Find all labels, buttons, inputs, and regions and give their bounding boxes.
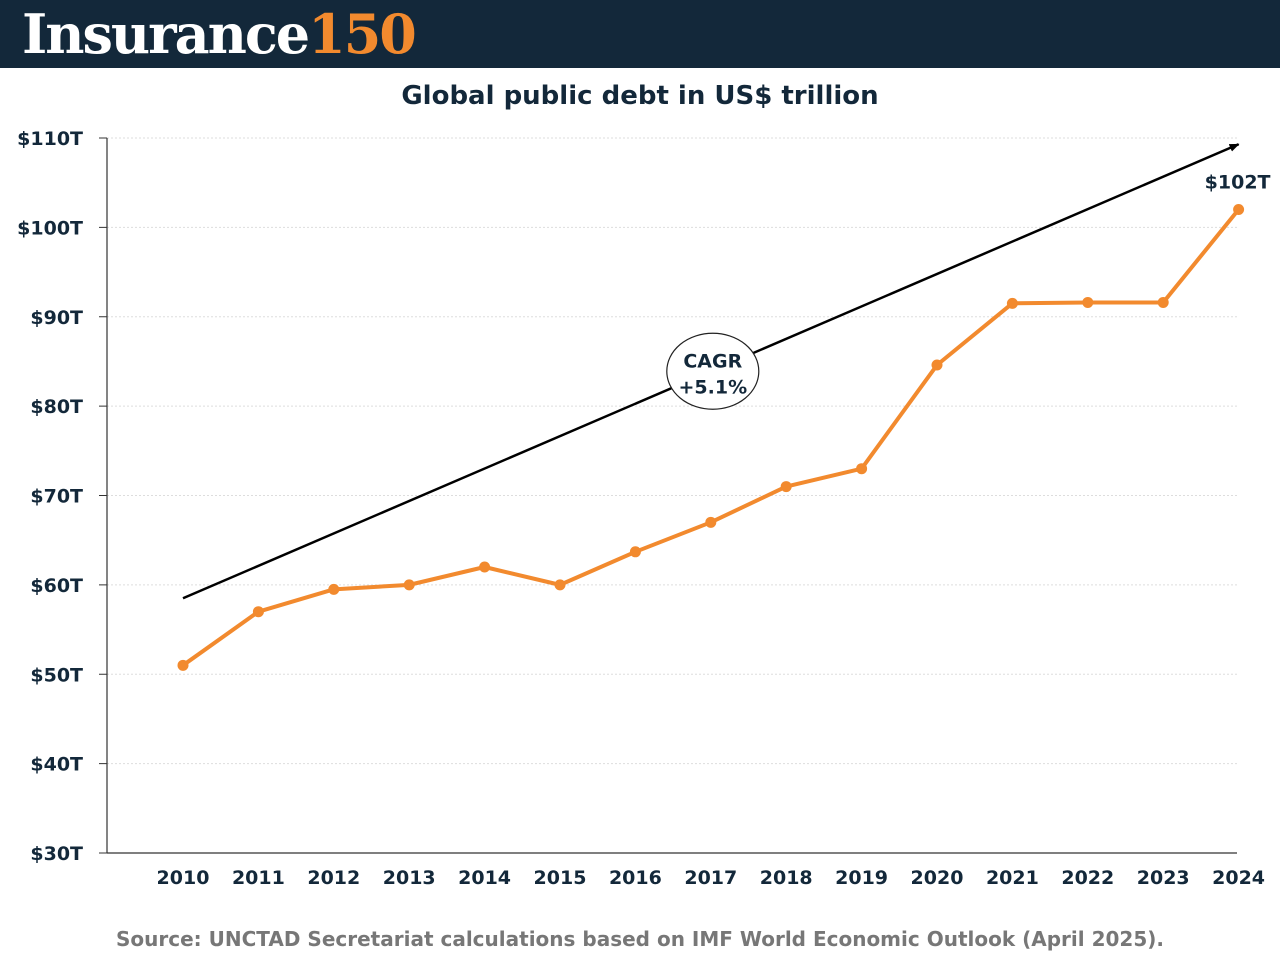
x-tick-label: 2011 — [232, 867, 285, 889]
x-tick-label: 2023 — [1137, 867, 1190, 889]
data-point — [554, 579, 566, 591]
data-point — [1233, 204, 1245, 215]
data-point — [252, 606, 264, 618]
brand-number: 150 — [308, 2, 417, 66]
data-point — [328, 583, 340, 595]
data-point — [629, 546, 641, 558]
x-tick-label: 2018 — [760, 867, 813, 889]
x-tick-label: 2022 — [1061, 867, 1114, 889]
data-point — [403, 579, 415, 591]
cagr-value: +5.1% — [678, 376, 747, 398]
chart-title: Global public debt in US$ trillion — [401, 81, 879, 111]
header-bar: Insurance150 — [0, 0, 1280, 68]
x-tick-label: 2019 — [835, 867, 888, 889]
data-point — [1006, 297, 1018, 309]
x-tick-label: 2012 — [307, 867, 360, 889]
x-tick-label: 2017 — [684, 867, 737, 889]
y-tick-label: $40T — [30, 754, 83, 776]
x-tick-label: 2020 — [911, 867, 964, 889]
y-tick-label: $70T — [30, 486, 83, 508]
data-point — [1082, 296, 1094, 308]
debt-series-line — [181, 207, 1241, 668]
data-point — [856, 463, 868, 475]
brand-word: Insurance — [22, 2, 310, 66]
y-tick-label: $60T — [30, 575, 83, 597]
y-tick-label: $110T — [17, 128, 83, 150]
data-point — [931, 359, 943, 371]
y-tick-label: $80T — [30, 396, 83, 418]
x-tick-label: 2021 — [986, 867, 1039, 889]
data-point — [780, 481, 792, 493]
cagr-bubble — [666, 332, 760, 410]
brand-logo: Insurance150 — [22, 2, 417, 66]
data-point — [479, 561, 491, 573]
x-tick-label: 2024 — [1212, 867, 1265, 889]
y-tick-label: $30T — [30, 843, 83, 865]
x-tick-label: 2016 — [609, 867, 662, 889]
data-point — [177, 659, 189, 671]
y-tick-label: $50T — [30, 664, 83, 686]
x-tick-label: 2010 — [157, 867, 210, 889]
last-value-label: $102T — [1205, 172, 1271, 194]
y-tick-label: $90T — [30, 307, 83, 329]
x-tick-label: 2014 — [458, 867, 511, 889]
x-tick-label: 2015 — [534, 867, 587, 889]
y-tick-label: $100T — [17, 217, 83, 239]
source-note: Source: UNCTAD Secretariat calculations … — [116, 927, 1164, 951]
data-point — [1157, 296, 1169, 308]
data-point — [705, 516, 717, 528]
cagr-label: CAGR — [683, 350, 742, 372]
x-tick-label: 2013 — [383, 867, 436, 889]
